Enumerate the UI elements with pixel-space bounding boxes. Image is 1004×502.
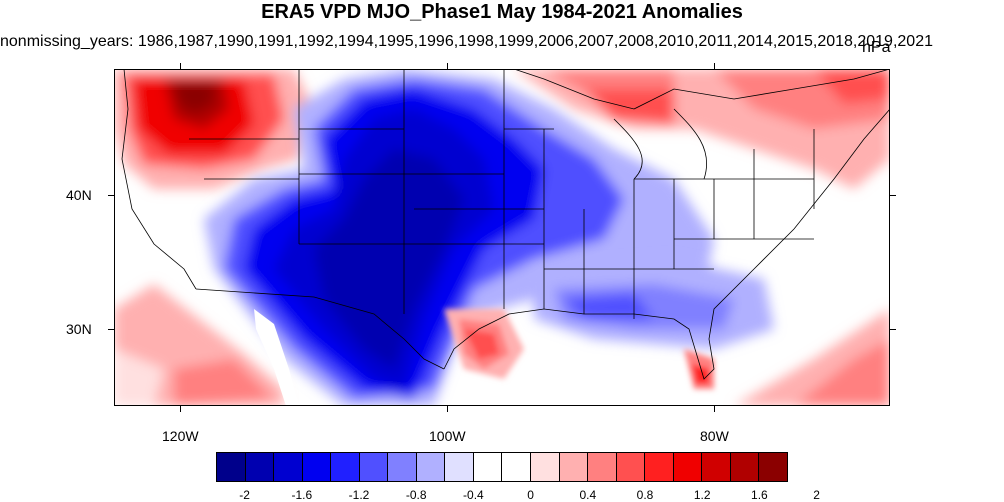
- colorbar-label: 0: [527, 488, 534, 502]
- tick-80w: [714, 406, 715, 412]
- colorbar-box: [702, 453, 731, 481]
- tick-30n-right: [890, 329, 896, 330]
- colorbar-box: [331, 453, 360, 481]
- colorbar-box: [502, 453, 532, 481]
- units-label: hPa: [862, 39, 891, 56]
- x-label-100w: 100W: [429, 428, 466, 444]
- tick-100w-top: [447, 63, 448, 69]
- tick-100w: [447, 406, 448, 412]
- colorbar-label: -0.8: [405, 488, 427, 502]
- baja-peninsula: [254, 309, 299, 406]
- coastlines-and-borders: [121, 69, 890, 380]
- colorbar-label: 1.2: [693, 488, 711, 502]
- colorbar-box: [274, 453, 303, 481]
- colorbar-box: [217, 453, 246, 481]
- colorbar-label: 2: [813, 488, 820, 502]
- colorbar-box: [445, 453, 474, 481]
- anomaly-field-svg: [114, 69, 890, 406]
- northwest-positive-anomaly: [114, 69, 314, 189]
- colorbar-label: -0.4: [463, 488, 484, 502]
- northeast-positive-anomaly: [514, 69, 890, 189]
- northern-border: [128, 69, 890, 110]
- colorbar-box: [588, 453, 617, 481]
- colorbar-label: 0.8: [636, 488, 654, 502]
- x-label-120w: 120W: [162, 428, 199, 444]
- texas-positive-anomaly: [444, 309, 524, 379]
- tick-80w-top: [714, 63, 715, 69]
- tick-120w: [180, 406, 181, 412]
- colorbar-label: 1.6: [751, 488, 768, 502]
- tick-40n-right: [890, 195, 896, 196]
- anomaly-map: [114, 69, 890, 406]
- colorbar-box: [473, 453, 503, 481]
- colorbar-box: [388, 453, 417, 481]
- atlantic-positive-anomaly: [734, 309, 890, 406]
- colorbar-box: [759, 453, 787, 481]
- colorbar-box: [245, 453, 275, 481]
- colorbar-box: [302, 453, 332, 481]
- colorbar: [216, 452, 788, 482]
- colorbar-box: [645, 453, 674, 481]
- colorbar-box: [616, 453, 646, 481]
- tick-30n: [108, 329, 114, 330]
- y-label-40n: 40N: [66, 187, 92, 203]
- x-label-80w: 80W: [700, 428, 729, 444]
- tick-40n: [108, 195, 114, 196]
- colorbar-label: 0.4: [579, 488, 597, 502]
- colorbar-label: -1.6: [291, 488, 313, 502]
- colorbar-label: -1.2: [348, 488, 370, 502]
- colorbar-box: [359, 453, 389, 481]
- colorbar-box: [416, 453, 446, 481]
- colorbar-box: [673, 453, 703, 481]
- colorbar-box: [531, 453, 560, 481]
- pacific-coastline: [121, 69, 197, 290]
- tick-120w-top: [180, 63, 181, 69]
- gulf-atlantic-coastline: [443, 108, 890, 380]
- y-label-30n: 30N: [66, 321, 92, 337]
- colorbar-box: [559, 453, 589, 481]
- map-subtitle: nonmissing_years: 1986,1987,1990,1991,19…: [0, 33, 933, 50]
- colorbar-label: -2: [239, 488, 250, 502]
- map-title: ERA5 VPD MJO_Phase1 May 1984-2021 Anomal…: [261, 1, 743, 23]
- great-lakes: [613, 108, 708, 180]
- southeast-negative-anomaly: [534, 259, 774, 349]
- us-mexico-border: [195, 288, 445, 370]
- florida-positive-anomaly: [684, 349, 714, 389]
- colorbar-box: [730, 453, 760, 481]
- pacific-warm-anomaly: [114, 284, 284, 406]
